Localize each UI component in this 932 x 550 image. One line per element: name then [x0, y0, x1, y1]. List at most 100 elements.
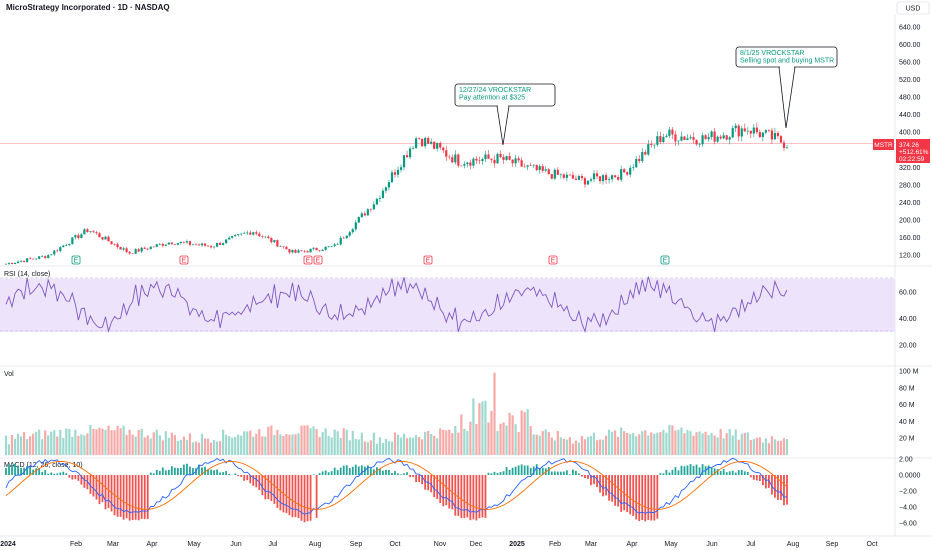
volume-bar — [607, 429, 611, 455]
time-label: Mar — [107, 541, 120, 548]
candle-body — [656, 136, 659, 145]
volume-label: Vol — [4, 371, 14, 378]
volume-bar — [348, 440, 351, 455]
candle-body — [553, 169, 556, 179]
volume-bar — [95, 429, 98, 455]
volume-bar — [4, 435, 8, 455]
candle-body — [424, 137, 427, 147]
volume-bar — [321, 432, 324, 455]
price-tick-label: 560.00 — [899, 60, 921, 67]
earnings-marker[interactable] — [660, 255, 670, 265]
volume-bar — [523, 412, 526, 455]
candle-body — [614, 175, 617, 178]
macd-hist-bar — [56, 473, 59, 475]
candle-body — [442, 147, 445, 151]
macd-hist-bar — [222, 472, 225, 475]
candle-body — [689, 137, 692, 139]
macd-hist-bar — [312, 474, 315, 475]
candle-body — [324, 246, 327, 250]
candle-body — [243, 233, 246, 234]
macd-hist-bar — [122, 475, 125, 520]
macd-hist-bar — [372, 469, 375, 475]
macd-hist-bar — [270, 475, 273, 502]
candle-body — [785, 147, 789, 149]
candle-body — [755, 127, 758, 133]
volume-bar — [327, 435, 330, 455]
candle-body — [19, 260, 23, 262]
earnings-marker[interactable] — [313, 255, 323, 265]
time-label: Sep — [826, 541, 839, 548]
macd-hist-bar — [638, 475, 641, 522]
volume-bar — [620, 427, 623, 455]
candle-body — [345, 235, 348, 239]
candle-body — [59, 247, 62, 251]
macd-hist-bar — [143, 475, 146, 520]
earnings-marker[interactable] — [71, 255, 81, 265]
volume-bar — [677, 429, 680, 455]
time-label: 2024 — [0, 541, 16, 548]
candle-body — [478, 160, 481, 162]
macd-hist-bar — [758, 475, 761, 482]
macd-hist-bar — [581, 475, 583, 477]
macd-hist-bar — [68, 475, 71, 478]
volume-bar — [122, 425, 125, 455]
candle-body — [98, 233, 101, 238]
candle-body — [550, 174, 553, 179]
volume-bar — [140, 428, 143, 455]
volume-bar — [125, 435, 128, 455]
macd-hist-bar — [578, 473, 580, 475]
volume-bar — [511, 415, 514, 455]
bar-countdown: 02:22:59 — [899, 156, 925, 163]
earnings-marker[interactable] — [179, 255, 189, 265]
volume-bar — [53, 430, 56, 455]
macd-hist-bar — [213, 470, 215, 475]
macd-hist-bar — [306, 475, 309, 522]
candle-body — [487, 154, 490, 159]
volume-bar — [623, 431, 626, 455]
candle-body — [116, 244, 119, 248]
candle-body — [176, 243, 179, 245]
volume-bar — [89, 425, 92, 455]
volume-bar — [98, 427, 101, 455]
macd-hist-bar — [104, 475, 107, 510]
macd-hist-bar — [608, 475, 610, 501]
candle-body — [83, 229, 86, 235]
price-tick-label: 480.00 — [899, 95, 921, 102]
candle-body — [209, 246, 213, 248]
macd-hist-bar — [228, 473, 231, 475]
candle-body — [535, 164, 538, 171]
volume-bar — [264, 436, 267, 455]
candle-body — [629, 167, 632, 175]
macd-hist-bar — [647, 475, 650, 520]
macd-hist-bar — [17, 465, 19, 475]
candle-body — [315, 247, 318, 251]
earnings-marker[interactable] — [423, 255, 433, 265]
candle-body — [369, 209, 372, 210]
earnings-marker[interactable] — [303, 255, 313, 265]
volume-bar — [629, 433, 632, 455]
macd-hist-bar — [192, 468, 194, 475]
candle-body — [336, 244, 339, 246]
last-price-tag: MSTR 374.26 +512.61% 02:22:59 — [873, 139, 930, 163]
candle-body — [339, 237, 342, 245]
volume-bar — [710, 432, 713, 455]
macd-hist-bar — [740, 469, 743, 475]
volume-bar — [547, 431, 550, 455]
volume-bar — [611, 431, 614, 455]
candle-body — [288, 249, 291, 253]
macd-hist-bar — [768, 475, 770, 488]
macd-hist-bar — [629, 475, 632, 515]
currency-button[interactable] — [896, 1, 930, 15]
volume-bar — [448, 429, 451, 455]
macd-hist-bar — [505, 467, 508, 475]
candle-body — [231, 235, 234, 238]
macd-tick-label: 2.00 — [899, 457, 913, 464]
candle-body — [598, 176, 602, 182]
macd-hist-bar — [324, 470, 327, 475]
macd-hist-bar — [532, 466, 535, 475]
macd-hist-bar — [605, 475, 607, 496]
candle-body — [38, 256, 41, 259]
earnings-marker[interactable] — [548, 255, 558, 265]
symbol-tag-box — [873, 139, 894, 150]
